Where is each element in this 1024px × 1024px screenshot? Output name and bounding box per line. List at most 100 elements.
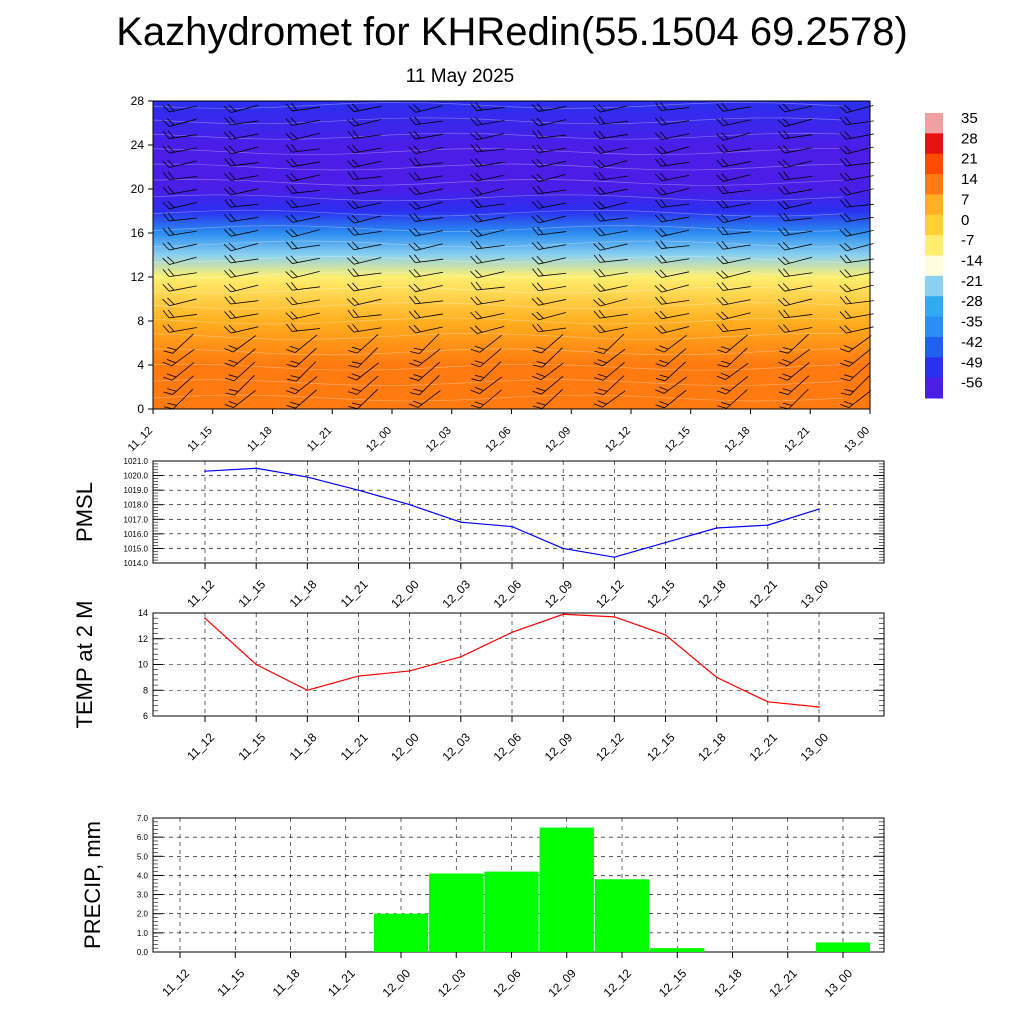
- wind-barb: [655, 389, 687, 409]
- wind-barb: [347, 159, 382, 168]
- wind-barb: [655, 376, 687, 394]
- temp-point: [767, 701, 769, 703]
- wind-barb: [840, 348, 872, 367]
- wind-barb: [408, 213, 444, 222]
- wind-barb: [286, 334, 318, 353]
- wind-barb: [777, 159, 813, 169]
- wind-barb: [654, 228, 690, 237]
- contour-line: [152, 363, 844, 371]
- wind-barb: [470, 269, 505, 279]
- wind-barb: [531, 159, 567, 168]
- colorbar-label: 14: [961, 171, 978, 188]
- wind-barb: [286, 323, 321, 332]
- pmsl-point: [306, 476, 309, 478]
- wind-barb: [532, 389, 563, 409]
- wind-barb: [839, 325, 874, 334]
- wind-barb: [716, 241, 751, 250]
- wind-barb: [593, 390, 626, 408]
- wind-barb: [777, 118, 813, 127]
- wind-barb: [286, 185, 321, 194]
- wind-barb: [655, 199, 690, 208]
- y-tick-label: 2.0: [137, 910, 149, 919]
- y-tick-label: 1018.0: [124, 501, 149, 510]
- y-tick-label: 28: [131, 94, 145, 108]
- wind-barb: [532, 267, 567, 277]
- pmsl-point: [613, 556, 616, 558]
- wind-barb: [409, 375, 440, 396]
- wind-barb: [285, 117, 320, 126]
- wind-barb: [839, 172, 874, 181]
- colorbar-label: -49: [961, 354, 983, 371]
- pmsl-point: [408, 503, 411, 506]
- colorbar-label: -7: [961, 232, 974, 249]
- temp-point: [460, 655, 462, 658]
- x-tick-label: 12_09: [542, 730, 576, 764]
- wind-barb: [531, 241, 567, 250]
- wind-barb: [716, 117, 751, 127]
- x-tick-label: 12_06: [491, 730, 525, 764]
- precip-bar: [373, 913, 429, 952]
- x-tick-label: 12_21: [766, 966, 800, 1000]
- x-tick-label: 12_09: [543, 425, 573, 455]
- wind-barb: [778, 268, 813, 278]
- x-tick-label: 12_09: [542, 577, 576, 611]
- precip-bar: [815, 942, 870, 952]
- wind-barb: [654, 213, 690, 223]
- wind-barb: [285, 240, 321, 250]
- wind-barb: [346, 256, 382, 265]
- colorbar-segment: [925, 214, 943, 236]
- wind-barb: [224, 269, 259, 278]
- wind-barb: [532, 323, 567, 333]
- wind-barb: [778, 362, 810, 381]
- pmsl-point: [664, 541, 667, 544]
- wind-barb: [777, 241, 813, 251]
- wind-barb: [777, 200, 813, 210]
- wind-barb: [347, 200, 382, 209]
- temp-frame: [152, 612, 885, 717]
- wind-barb: [409, 157, 444, 167]
- contour-line: [152, 286, 844, 294]
- precip-bar: [484, 871, 539, 952]
- x-tick-label: 12_21: [746, 577, 780, 611]
- wind-barb: [655, 240, 690, 249]
- wind-barb: [532, 185, 567, 195]
- y-tick-label: 8: [143, 685, 148, 695]
- wind-barb: [839, 310, 874, 319]
- wind-barb: [285, 270, 320, 279]
- x-tick-label: 11_15: [185, 425, 215, 455]
- wind-barb: [716, 132, 751, 141]
- precip-bar: [650, 948, 705, 952]
- wind-barb: [408, 268, 444, 278]
- y-tick-label: 1.0: [137, 929, 149, 938]
- wind-barb: [654, 325, 690, 334]
- wind-barb: [778, 186, 813, 195]
- wind-barb: [839, 269, 874, 278]
- precip-bar: [594, 879, 650, 952]
- x-tick-label: 12_12: [593, 577, 627, 611]
- wind-barb: [224, 131, 259, 140]
- wind-barb: [840, 361, 871, 382]
- wind-barb: [654, 146, 689, 155]
- wind-barb: [532, 129, 567, 139]
- wind-barb: [532, 362, 564, 381]
- wind-barb: [531, 311, 566, 321]
- wind-barb: [470, 255, 505, 264]
- wind-barb: [409, 361, 441, 381]
- wind-barb: [285, 143, 321, 153]
- wind-barb: [470, 131, 505, 141]
- wind-barb: [408, 227, 444, 237]
- wind-barb: [839, 335, 872, 353]
- temp-point: [818, 706, 820, 708]
- colorbar-label: -35: [961, 314, 983, 331]
- wind-barb: [347, 282, 382, 292]
- wind-barb: [286, 361, 317, 382]
- wind-barb: [223, 186, 259, 196]
- wind-barb: [716, 282, 751, 291]
- wind-barb: [285, 228, 320, 238]
- x-tick-label: 11_12: [184, 577, 217, 610]
- pmsl-point: [511, 525, 513, 528]
- pmsl-point: [767, 524, 769, 526]
- contour-line: [152, 317, 844, 325]
- y-tick-label: 1019.0: [124, 486, 149, 495]
